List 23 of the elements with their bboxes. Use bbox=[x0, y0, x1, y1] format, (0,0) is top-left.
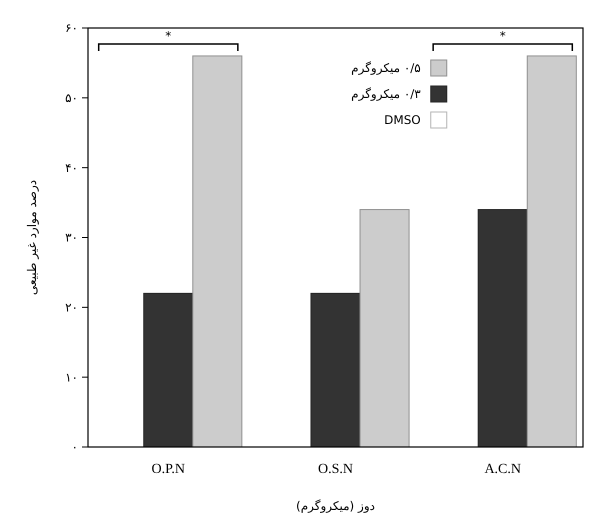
x-axis-title: دوز (میکروگرم) bbox=[296, 499, 375, 513]
legend-label: ۰/۵ میکروگرم bbox=[351, 61, 421, 76]
y-tick-label: ۵۰ bbox=[65, 91, 78, 106]
annotation: * bbox=[500, 29, 506, 43]
y-tick-label: ۱۰ bbox=[65, 370, 78, 384]
annotation: * bbox=[165, 29, 172, 43]
y-tick-label: ۰ bbox=[72, 440, 78, 454]
y-tick-label: ۶۰ bbox=[65, 21, 78, 36]
bar bbox=[192, 55, 242, 448]
legend-label: DMSO bbox=[384, 113, 421, 128]
x-tick-label: O.S.N bbox=[318, 462, 354, 477]
x-tick-label: O.P.N bbox=[152, 462, 186, 477]
bar bbox=[143, 292, 194, 448]
x-tick-label: A.C.N bbox=[484, 462, 522, 477]
y-tick-label: ۳۰ bbox=[65, 230, 78, 245]
bar bbox=[360, 209, 410, 448]
y-axis-title: درصد موارد غیر طبیعی bbox=[25, 180, 39, 296]
y-tick-label: ۲۰ bbox=[65, 300, 78, 315]
bar bbox=[478, 209, 528, 448]
bar bbox=[310, 292, 361, 448]
bar bbox=[526, 55, 577, 448]
legend-label: ۰/۳ میکروگرم bbox=[351, 87, 422, 102]
y-tick-label: ۴۰ bbox=[65, 160, 78, 175]
